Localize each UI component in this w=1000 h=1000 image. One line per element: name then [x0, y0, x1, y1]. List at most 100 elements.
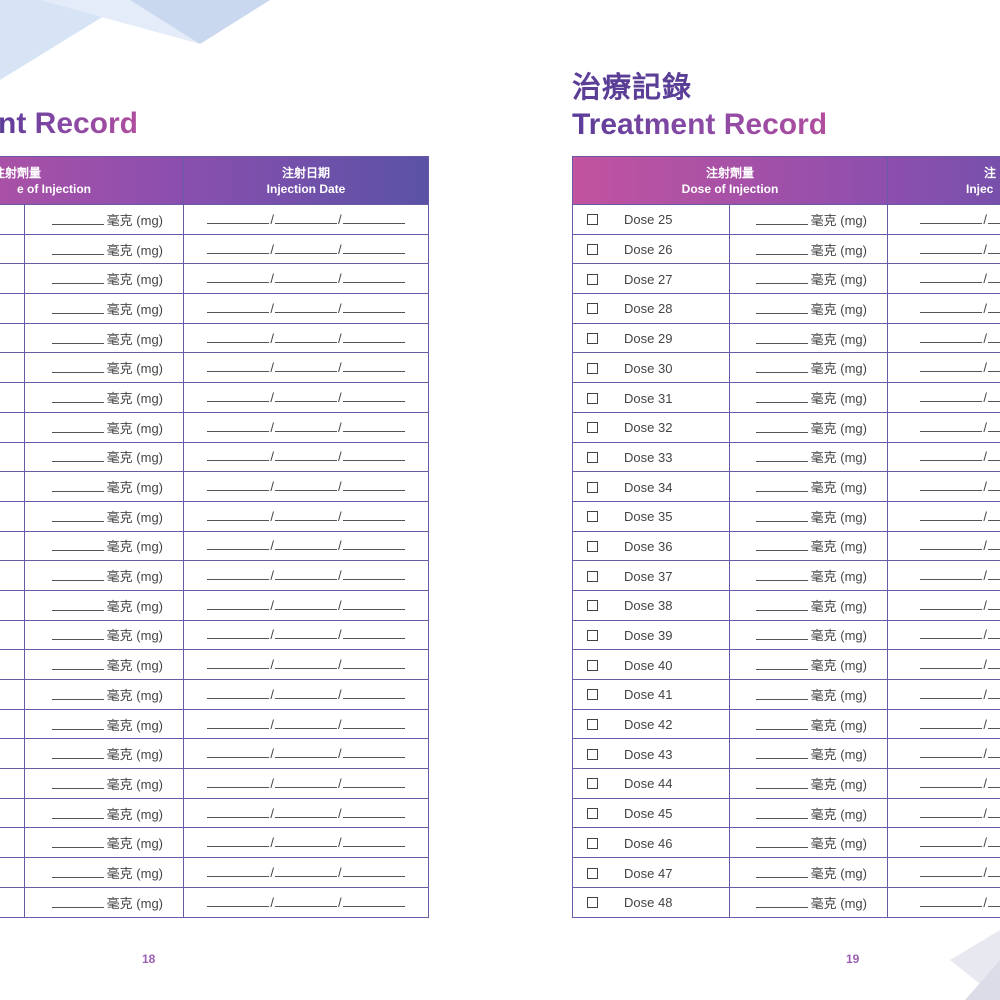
date-blank-field[interactable]	[920, 421, 983, 432]
amount-blank-field[interactable]	[755, 333, 808, 344]
amount-blank-field[interactable]	[51, 629, 104, 641]
date-blank-field[interactable]	[988, 807, 1000, 818]
dose-checkbox[interactable]	[587, 630, 598, 641]
amount-blank-field[interactable]	[755, 897, 808, 908]
dose-checkbox[interactable]	[587, 481, 598, 493]
amount-blank-field[interactable]	[51, 333, 104, 344]
date-blank-field[interactable]	[207, 539, 270, 551]
date-blank-field[interactable]	[342, 332, 405, 343]
amount-blank-field[interactable]	[51, 600, 104, 611]
date-blank-field[interactable]	[988, 302, 1000, 313]
amount-blank-field[interactable]	[51, 540, 104, 552]
date-blank-field[interactable]	[275, 866, 338, 877]
date-blank-field[interactable]	[920, 658, 983, 670]
date-blank-field[interactable]	[207, 836, 270, 848]
date-blank-field[interactable]	[275, 599, 338, 610]
date-blank-field[interactable]	[988, 866, 1000, 877]
date-blank-field[interactable]	[275, 302, 338, 313]
amount-blank-field[interactable]	[51, 808, 104, 819]
dose-checkbox[interactable]	[587, 600, 598, 612]
amount-blank-field[interactable]	[755, 481, 808, 493]
date-blank-field[interactable]	[342, 569, 405, 581]
date-blank-field[interactable]	[207, 480, 270, 492]
dose-checkbox[interactable]	[587, 719, 598, 731]
dose-checkbox[interactable]	[587, 778, 598, 790]
amount-blank-field[interactable]	[755, 273, 808, 285]
dose-checkbox[interactable]	[587, 837, 598, 849]
date-blank-field[interactable]	[342, 391, 405, 402]
date-blank-field[interactable]	[988, 539, 1000, 551]
date-blank-field[interactable]	[207, 658, 270, 670]
amount-blank-field[interactable]	[51, 867, 104, 878]
date-blank-field[interactable]	[342, 480, 405, 492]
date-blank-field[interactable]	[207, 866, 270, 877]
date-blank-field[interactable]	[207, 272, 270, 284]
date-blank-field[interactable]	[207, 569, 270, 581]
date-blank-field[interactable]	[342, 807, 405, 818]
amount-blank-field[interactable]	[51, 481, 104, 493]
date-blank-field[interactable]	[988, 391, 1000, 402]
date-blank-field[interactable]	[275, 658, 338, 670]
amount-blank-field[interactable]	[755, 392, 808, 403]
date-blank-field[interactable]	[920, 510, 983, 521]
date-blank-field[interactable]	[342, 896, 405, 907]
dose-checkbox[interactable]	[587, 748, 598, 760]
date-blank-field[interactable]	[920, 628, 983, 640]
amount-blank-field[interactable]	[755, 659, 808, 671]
date-blank-field[interactable]	[275, 569, 338, 581]
amount-blank-field[interactable]	[755, 511, 808, 522]
amount-blank-field[interactable]	[755, 837, 808, 849]
date-blank-field[interactable]	[207, 628, 270, 640]
date-blank-field[interactable]	[988, 213, 1000, 224]
date-blank-field[interactable]	[275, 213, 338, 224]
date-blank-field[interactable]	[988, 332, 1000, 343]
amount-blank-field[interactable]	[755, 778, 808, 789]
dose-checkbox[interactable]	[587, 867, 598, 879]
amount-blank-field[interactable]	[755, 719, 808, 730]
date-blank-field[interactable]	[275, 896, 338, 907]
date-blank-field[interactable]	[920, 361, 983, 373]
date-blank-field[interactable]	[275, 510, 338, 521]
date-blank-field[interactable]	[988, 747, 1000, 759]
date-blank-field[interactable]	[342, 272, 405, 284]
date-blank-field[interactable]	[920, 599, 983, 610]
date-blank-field[interactable]	[207, 391, 270, 402]
date-blank-field[interactable]	[342, 866, 405, 877]
amount-blank-field[interactable]	[755, 689, 808, 700]
date-blank-field[interactable]	[920, 718, 983, 729]
amount-blank-field[interactable]	[755, 451, 808, 463]
dose-checkbox[interactable]	[587, 333, 598, 345]
date-blank-field[interactable]	[988, 896, 1000, 907]
date-blank-field[interactable]	[342, 836, 405, 848]
date-blank-field[interactable]	[207, 302, 270, 313]
date-blank-field[interactable]	[988, 688, 1000, 699]
dose-checkbox[interactable]	[587, 808, 598, 820]
date-blank-field[interactable]	[920, 747, 983, 759]
date-blank-field[interactable]	[207, 332, 270, 343]
date-blank-field[interactable]	[275, 539, 338, 551]
date-blank-field[interactable]	[275, 836, 338, 848]
date-blank-field[interactable]	[920, 569, 983, 581]
date-blank-field[interactable]	[342, 361, 405, 373]
dose-checkbox[interactable]	[587, 392, 598, 404]
date-blank-field[interactable]	[207, 688, 270, 699]
date-blank-field[interactable]	[342, 243, 405, 254]
date-blank-field[interactable]	[275, 391, 338, 402]
dose-checkbox[interactable]	[587, 244, 598, 256]
amount-blank-field[interactable]	[755, 244, 808, 255]
date-blank-field[interactable]	[920, 480, 983, 492]
dose-checkbox[interactable]	[587, 659, 598, 671]
date-blank-field[interactable]	[275, 777, 338, 788]
date-blank-field[interactable]	[920, 332, 983, 343]
amount-blank-field[interactable]	[51, 511, 104, 522]
date-blank-field[interactable]	[342, 539, 405, 551]
dose-checkbox[interactable]	[587, 303, 598, 315]
date-blank-field[interactable]	[988, 272, 1000, 284]
date-blank-field[interactable]	[207, 361, 270, 373]
dose-checkbox[interactable]	[587, 511, 598, 523]
date-blank-field[interactable]	[207, 777, 270, 788]
amount-blank-field[interactable]	[755, 808, 808, 819]
date-blank-field[interactable]	[207, 510, 270, 521]
dose-checkbox[interactable]	[587, 540, 598, 552]
dose-checkbox[interactable]	[587, 689, 598, 701]
